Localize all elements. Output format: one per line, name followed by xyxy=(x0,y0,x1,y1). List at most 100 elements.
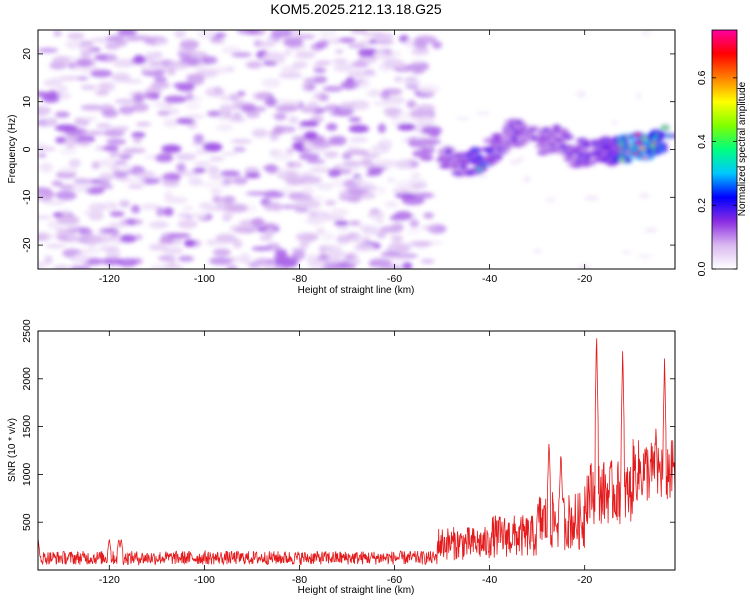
heatmap-cell xyxy=(562,134,568,137)
heatmap-cell xyxy=(148,221,169,229)
heatmap-cell xyxy=(157,110,171,116)
heatmap-cell xyxy=(135,121,152,127)
heatmap-cell xyxy=(101,257,124,266)
heatmap-cell xyxy=(350,235,371,244)
heatmap-cell xyxy=(80,84,98,90)
heatmap-cell xyxy=(225,104,243,111)
heatmap-cell xyxy=(251,128,269,138)
heatmap-cell xyxy=(97,82,112,90)
heatmap-cell xyxy=(203,142,223,152)
heatmap-cell xyxy=(222,177,233,185)
heatmap-cell xyxy=(251,92,271,101)
heatmap-cell xyxy=(354,243,375,252)
heatmap-cell xyxy=(421,225,438,231)
heatmap-cell xyxy=(315,228,326,234)
heatmap-cell xyxy=(132,93,145,103)
heatmap-cell xyxy=(651,150,656,153)
heatmap-cell xyxy=(301,185,314,196)
heatmap-cell xyxy=(233,146,246,153)
heatmap-cell xyxy=(348,259,362,265)
heatmap-cell xyxy=(210,188,222,194)
heatmap-cell xyxy=(308,211,317,217)
heatmap-cell xyxy=(352,136,368,143)
y-tick-label: 20 xyxy=(21,48,33,60)
snr-x-ticks: -120 -100 -80 -60 -40 -20 xyxy=(99,331,592,586)
heatmap-cell xyxy=(322,215,346,221)
heatmap-cell xyxy=(353,177,364,184)
heatmap-cell xyxy=(199,182,222,187)
heatmap-cell xyxy=(414,192,435,199)
x-tick-label: -40 xyxy=(482,574,497,586)
heatmap-cell xyxy=(327,38,343,45)
heatmap-cell xyxy=(303,131,318,140)
heatmap-cell xyxy=(386,177,396,183)
heatmap-cell xyxy=(408,178,427,184)
heatmap-cell xyxy=(466,152,472,157)
heatmap-cell xyxy=(58,75,80,82)
heatmap-cell xyxy=(155,206,165,217)
heatmap-cell xyxy=(102,145,119,151)
heatmap-cell xyxy=(442,157,447,161)
heatmap-cell xyxy=(61,209,72,216)
heatmap-cell xyxy=(99,228,117,234)
heatmap-cell xyxy=(124,79,143,84)
heatmap-cell xyxy=(593,151,602,155)
heatmap-cell xyxy=(122,147,147,154)
heatmap-cell xyxy=(79,234,104,242)
x-tick-label: -20 xyxy=(577,574,592,586)
heatmap-cell xyxy=(419,155,434,161)
heatmap-cell xyxy=(96,123,112,129)
y-tick-label: -10 xyxy=(21,190,33,205)
heatmap-cell xyxy=(319,39,330,45)
heatmap-cell xyxy=(617,141,625,145)
heatmap-cell xyxy=(193,167,207,173)
heatmap-cell xyxy=(382,58,405,69)
heatmap-cell xyxy=(147,39,157,45)
heatmap-cell xyxy=(420,258,435,264)
heatmap-cell xyxy=(88,211,104,221)
heatmap-cell xyxy=(261,78,281,88)
heatmap-cell xyxy=(377,123,387,134)
heatmap-cell xyxy=(576,90,587,98)
heatmap-cell xyxy=(68,158,81,168)
heatmap-cell xyxy=(453,171,462,175)
heatmap-cell xyxy=(492,139,501,143)
heatmap-cell xyxy=(239,252,251,261)
heatmap-cell xyxy=(149,61,166,67)
heatmap-cell xyxy=(56,215,80,225)
colorbar-tick-label: 0.6 xyxy=(696,70,708,85)
heatmap-cell xyxy=(189,50,207,59)
heatmap-cell xyxy=(392,187,409,194)
heatmap-cell xyxy=(431,41,443,49)
heatmap-cell xyxy=(75,57,96,68)
heatmap-cell xyxy=(442,164,448,168)
heatmap-cell xyxy=(329,111,352,117)
heatmap-cell xyxy=(328,250,346,258)
heatmap-cell xyxy=(119,165,133,171)
heatmap-cell xyxy=(131,56,147,65)
heatmap-cell xyxy=(338,168,352,175)
heatmap-cell xyxy=(389,255,409,261)
heatmap-cell xyxy=(57,235,69,240)
heatmap-cell xyxy=(389,241,401,249)
heatmap-cell xyxy=(307,76,326,84)
heatmap-cell xyxy=(206,241,227,246)
heatmap-cell xyxy=(257,39,276,49)
heatmap-cell xyxy=(523,176,531,183)
heatmap-cell xyxy=(178,255,194,262)
heatmap-cell xyxy=(237,30,260,35)
heatmap-cell xyxy=(264,97,278,107)
snr-series-line xyxy=(38,338,675,566)
heatmap-cell xyxy=(288,116,299,124)
heatmap-cell xyxy=(302,82,316,92)
heatmap-cell xyxy=(86,130,105,136)
heatmap-cell xyxy=(635,93,642,99)
heatmap-cell xyxy=(328,136,341,144)
heatmap-cell xyxy=(176,162,186,173)
heatmap-cell xyxy=(152,39,170,45)
heatmap-cell xyxy=(311,196,324,201)
heatmap-cell xyxy=(306,101,319,109)
heatmap-cell xyxy=(342,160,363,167)
heatmap-cell xyxy=(177,213,191,218)
